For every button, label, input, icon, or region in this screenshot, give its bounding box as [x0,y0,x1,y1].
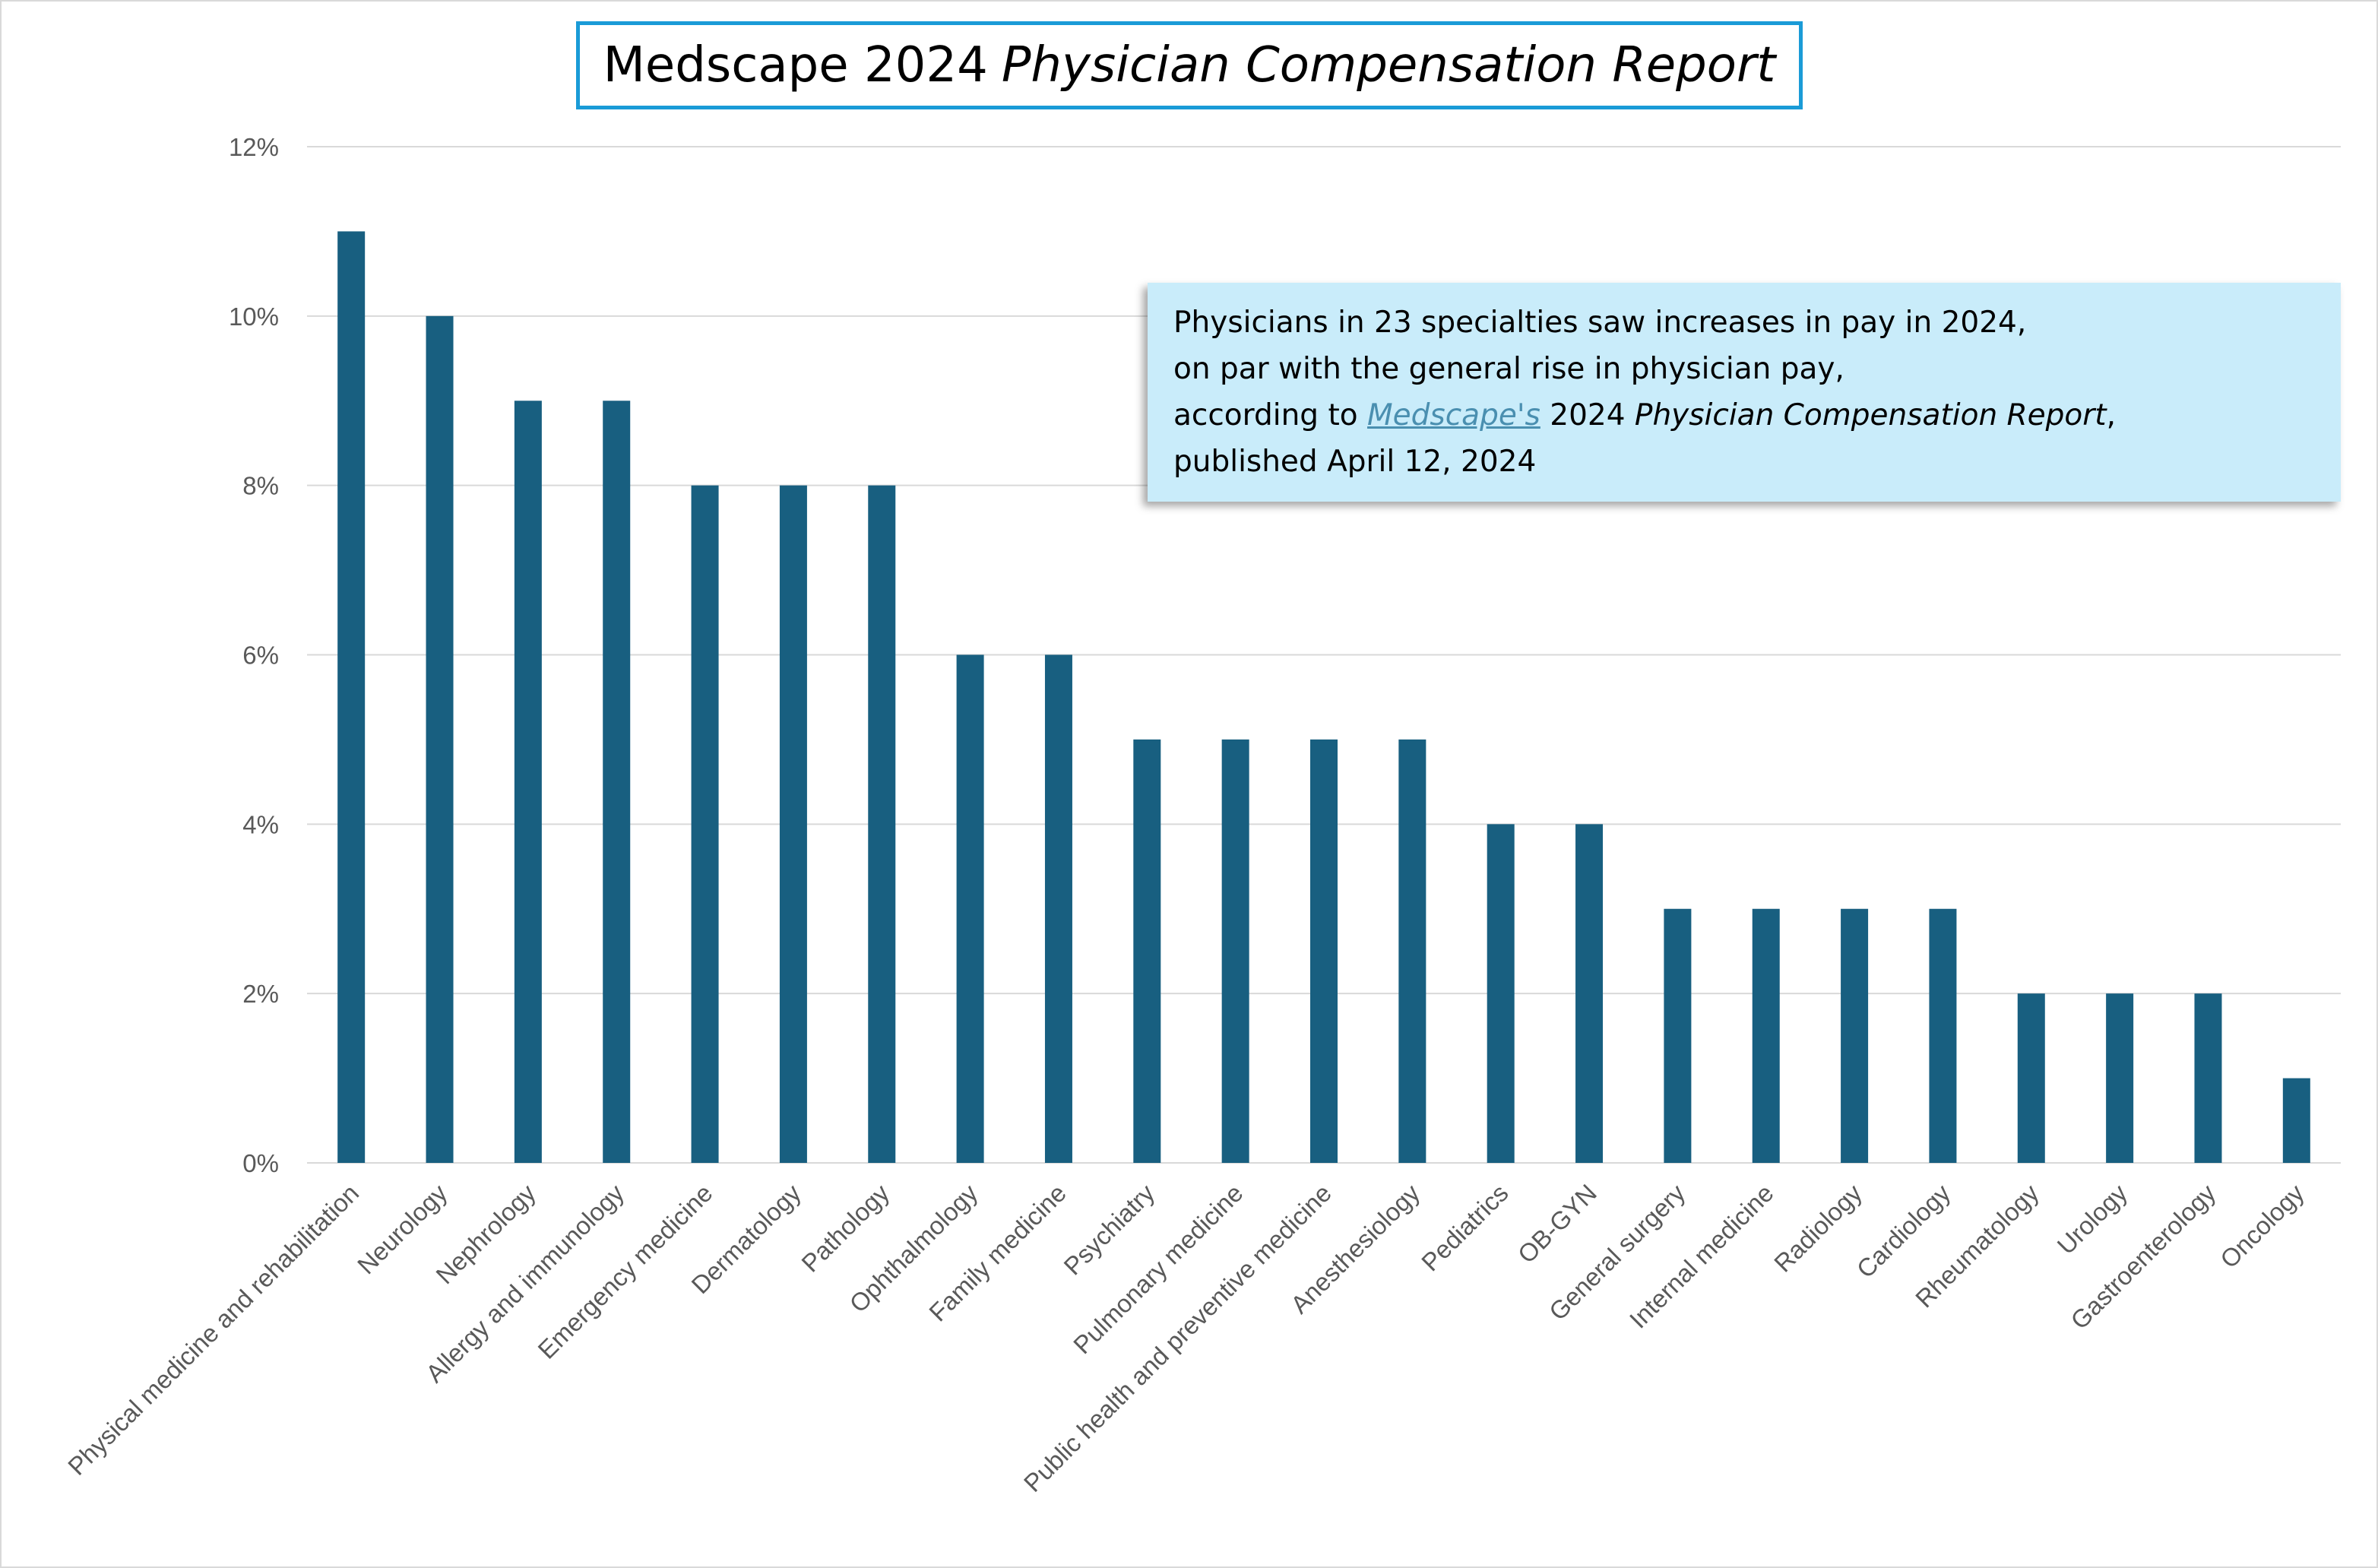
y-tick-label: 2% [242,980,279,1008]
bar [956,654,984,1163]
x-tick-label: Pediatrics [1416,1179,1514,1277]
x-axis-tick-labels: Physical medicine and rehabilitationNeur… [62,1178,2310,1497]
callout-line-1: Physicians in 23 specialties saw increas… [1173,306,2027,340]
callout-line-3-pre: according to [1173,398,1368,432]
bar [2282,1078,2310,1163]
annotation-callout: Physicians in 23 specialties saw increas… [1148,283,2341,502]
bar [1133,739,1161,1163]
callout-line-4: published April 12, 2024 [1173,445,1537,479]
bar [603,401,631,1163]
y-tick-label: 10% [229,303,279,331]
bar [1221,739,1249,1163]
callout-line-3-post: , [2106,398,2116,432]
bar [1664,908,1692,1163]
bar [1752,908,1780,1163]
bar [1044,654,1072,1163]
bar [426,315,454,1163]
bar [1398,739,1426,1163]
bar [1841,908,1869,1163]
bar [2194,993,2222,1163]
y-axis-tick-labels: 0% 2% 4% 6% 8% 10% 12% [229,133,279,1177]
x-tick-label: Physical medicine and rehabilitation [62,1179,364,1481]
chart-title-part1: Medscape 2024 [603,37,988,93]
x-tick-label: Public health and preventive medicine [1018,1179,1337,1497]
x-tick-label: Emergency medicine [532,1179,717,1364]
x-tick-label: Oncology [2215,1178,2310,1273]
chart-title-part2: Physician Compensation Report [1001,37,1776,93]
callout-line-2: on par with the general rise in physicia… [1173,352,1844,386]
x-tick-label: OB-GYN [1512,1179,1602,1269]
bar [1575,824,1604,1163]
bar [1487,824,1515,1163]
y-tick-label: 8% [242,472,279,500]
bar [691,485,719,1163]
y-tick-label: 0% [242,1149,279,1177]
bar [2106,993,2134,1163]
bar [2017,993,2045,1163]
bar [868,485,896,1163]
x-tick-label: Pulmonary medicine [1068,1179,1249,1360]
y-tick-label: 12% [229,133,279,161]
medscape-link[interactable]: Medscape's [1367,398,1540,432]
bar [779,485,807,1163]
x-tick-label: Urology [2052,1178,2133,1259]
chart-title: Medscape 2024 Physician Compensation Repo… [576,21,1803,109]
bar [337,231,366,1164]
y-tick-label: 4% [242,810,279,838]
bar [514,401,542,1163]
bar [1929,908,1957,1163]
callout-line-3: according to Medscape's 2024 Physician C… [1173,392,2315,439]
callout-report-name: Physician Compensation Report [1634,398,2107,432]
y-tick-label: 6% [242,641,279,670]
callout-line-3-mid: 2024 [1540,398,1635,432]
bars [337,231,2310,1164]
bar [1310,739,1338,1163]
